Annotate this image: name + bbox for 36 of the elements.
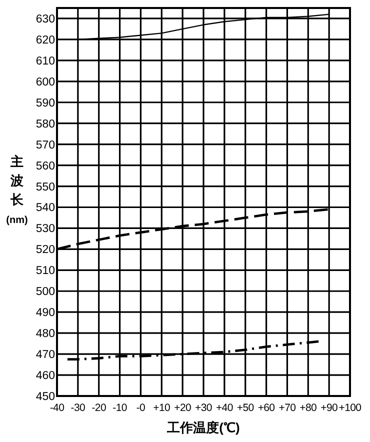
x-tick-label: -30: [70, 402, 86, 414]
x-tick-label: +60: [258, 402, 276, 414]
x-tick-label: +10: [153, 402, 171, 414]
y-tick-label: 540: [36, 202, 55, 214]
y-tick-label: 580: [36, 118, 55, 130]
x-tick-label: -40: [50, 402, 65, 414]
y-tick-label: 620: [36, 34, 55, 46]
x-tick-label: -0: [136, 402, 146, 414]
x-tick-label: -20: [92, 402, 106, 414]
x-tick-label: +90: [320, 402, 338, 414]
x-tick-label: +50: [236, 402, 254, 414]
y-tick-label: 510: [36, 265, 55, 278]
x-axis-title: 工作温度(℃): [166, 420, 240, 435]
y-tick-label: 600: [36, 76, 55, 88]
x-tick-label: +70: [278, 402, 296, 414]
y-tick-label: 470: [36, 349, 55, 362]
y-tick-label: 460: [36, 370, 55, 382]
y-tick-label: 560: [36, 160, 55, 172]
x-tick-label: -10: [112, 402, 128, 414]
y-tick-label: 450: [36, 391, 55, 403]
x-tick-label: +20: [174, 402, 192, 414]
y-tick-label: 530: [36, 223, 55, 236]
y-tick-label: 630: [36, 13, 55, 26]
y-tick-label: 500: [36, 286, 55, 298]
x-tick-label: +80: [300, 402, 318, 414]
y-tick-label: 590: [36, 97, 55, 110]
x-tick-label: +40: [216, 402, 234, 414]
y-tick-label: 550: [36, 181, 55, 194]
y-tick-label: 520: [36, 244, 55, 256]
x-tick-label: +100: [338, 402, 362, 414]
y-tick-label: 570: [36, 139, 55, 152]
y-tick-label: 480: [36, 328, 55, 340]
y-tick-label: 490: [36, 307, 55, 320]
x-tick-label: +30: [195, 402, 212, 414]
y-tick-label: 610: [36, 55, 55, 68]
y-axis-title: 主波长(nm): [6, 154, 28, 226]
